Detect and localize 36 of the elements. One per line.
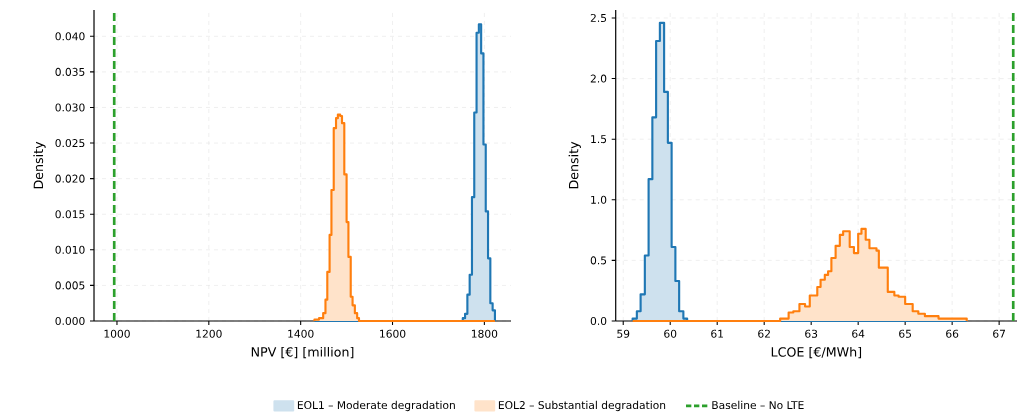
x-tick-label: 1800 <box>471 329 498 338</box>
y-tick-label: 1.5 <box>591 135 607 144</box>
x-tick-label: 64 <box>852 329 865 338</box>
x-tick-label: 1600 <box>380 329 406 338</box>
y-tick-label: 0.025 <box>55 139 85 148</box>
x-tick-label: 59 <box>617 329 630 338</box>
x-axis-title: LCOE [€/MWh] <box>771 346 862 359</box>
y-tick-label: 0.040 <box>55 32 85 41</box>
x-tick-label: 66 <box>946 329 959 338</box>
x-tick-label: 1400 <box>288 329 314 338</box>
x-tick-label: 67 <box>993 329 1006 338</box>
y-tick-label: 0.015 <box>55 210 85 219</box>
legend-label: Baseline – No LTE <box>712 400 804 410</box>
y-tick-label: 0.000 <box>55 316 85 326</box>
y-axis-title: Density <box>568 141 581 189</box>
y-tick-label: 0.5 <box>590 256 607 265</box>
y-tick-label: 2.5 <box>590 13 607 23</box>
x-axis-title: NPV [€] [million] <box>251 346 354 359</box>
legend-label: EOL1 – Moderate degradation <box>297 400 455 412</box>
x-tick-label: 63 <box>805 329 818 338</box>
x-tick-label: 60 <box>664 329 677 338</box>
y-tick-label: 0.0 <box>590 316 607 326</box>
y-tick-label: 0.010 <box>55 245 85 254</box>
y-tick-label: 2.0 <box>590 74 607 83</box>
x-tick-label: 1200 <box>196 329 222 338</box>
y-tick-label: 1.0 <box>591 195 607 204</box>
y-tick-label: 0.035 <box>55 67 85 76</box>
y-tick-label: 0.005 <box>55 281 85 290</box>
y-axis-title: Density <box>33 141 46 189</box>
x-tick-label: 65 <box>899 329 912 338</box>
legend-label: EOL2 – Substantial degradation <box>498 400 666 412</box>
y-tick-label: 0.030 <box>55 103 85 112</box>
y-tick-label: 0.020 <box>55 174 85 183</box>
x-tick-label: 62 <box>758 329 770 338</box>
x-tick-label: 61 <box>711 329 723 338</box>
x-tick-label: 1000 <box>104 329 130 338</box>
